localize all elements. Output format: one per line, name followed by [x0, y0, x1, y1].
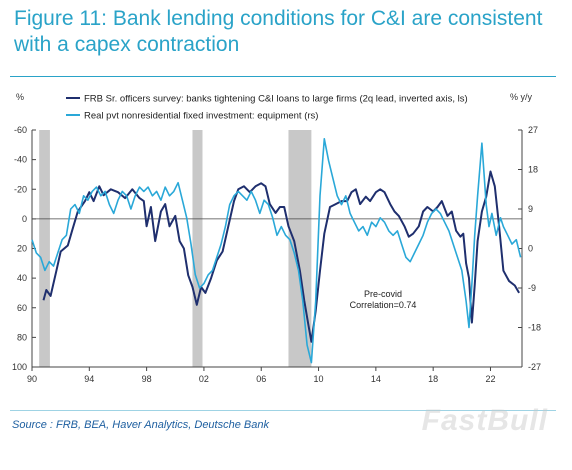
right-tick-label: 0 [528, 244, 533, 254]
recession-band [39, 130, 50, 367]
x-tick-label: 98 [142, 374, 152, 384]
left-tick-label: 100 [12, 362, 27, 372]
title-divider [10, 76, 556, 77]
x-tick-label: 90 [27, 374, 37, 384]
x-tick-label: 94 [84, 374, 94, 384]
annotation-line: Pre-covid [364, 289, 402, 299]
series-line-equipment-investment [31, 138, 522, 364]
recession-band [288, 130, 312, 367]
left-tick-label: 20 [17, 244, 27, 254]
x-tick-label: 10 [314, 374, 324, 384]
left-tick-label: 40 [17, 273, 27, 283]
chart: %% y/y-60-40-20020406080100271890-9-18-2… [12, 92, 541, 384]
chart-legend: FRB Sr. officers survey: banks tightenin… [66, 94, 468, 122]
x-tick-label: 06 [256, 374, 266, 384]
right-tick-label: -27 [528, 362, 541, 372]
left-tick-label: 80 [17, 332, 27, 342]
right-tick-label: -9 [528, 283, 536, 293]
watermark: FastBull [421, 404, 548, 437]
right-axis-unit: % y/y [510, 92, 533, 102]
chart-axes: %% y/y-60-40-20020406080100271890-9-18-2… [12, 92, 541, 384]
annotation-line: Correlation=0.74 [350, 300, 417, 310]
left-tick-label: 0 [22, 214, 27, 224]
left-tick-label: -60 [14, 125, 27, 135]
left-axis-unit: % [16, 92, 24, 102]
source-note: Source : FRB, BEA, Haver Analytics, Deut… [12, 419, 269, 431]
left-tick-label: -20 [14, 184, 27, 194]
x-tick-label: 22 [485, 374, 495, 384]
legend-label: Real pvt nonresidential fixed investment… [84, 111, 318, 122]
right-tick-label: -18 [528, 323, 541, 333]
legend-label: FRB Sr. officers survey: banks tightenin… [84, 94, 468, 105]
right-tick-label: 27 [528, 125, 538, 135]
right-tick-label: 9 [528, 204, 533, 214]
footer-divider [10, 410, 556, 411]
recession-bands [39, 130, 312, 367]
series-line-frb-survey [42, 170, 520, 343]
x-tick-label: 14 [371, 374, 381, 384]
chart-series [31, 138, 522, 364]
left-tick-label: 60 [17, 303, 27, 313]
recession-band [192, 130, 203, 367]
x-tick-label: 02 [199, 374, 209, 384]
right-tick-label: 18 [528, 165, 538, 175]
left-tick-label: -40 [14, 155, 27, 165]
x-tick-label: 18 [428, 374, 438, 384]
figure-title: Figure 11: Bank lending conditions for C… [14, 7, 543, 56]
